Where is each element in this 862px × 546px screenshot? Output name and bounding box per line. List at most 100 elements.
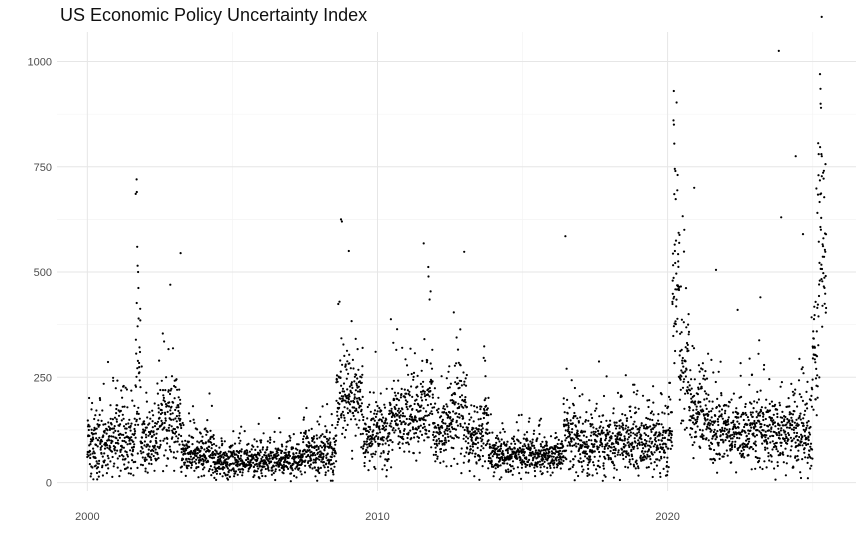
data-point (552, 455, 555, 458)
data-point (215, 472, 218, 475)
data-point (487, 439, 490, 442)
data-point (404, 396, 407, 399)
data-point (476, 411, 479, 414)
data-point (785, 462, 788, 465)
data-point (420, 369, 423, 372)
data-point (694, 400, 697, 403)
data-point (725, 449, 728, 452)
data-point (129, 472, 132, 475)
data-point (579, 453, 582, 456)
data-point (564, 449, 568, 452)
data-point (182, 423, 185, 427)
data-point (472, 420, 475, 423)
data-point (135, 418, 138, 421)
data-point (430, 382, 433, 385)
data-point (259, 441, 262, 444)
data-point (447, 435, 450, 438)
data-point (148, 411, 151, 414)
data-point (208, 449, 211, 452)
data-point (743, 425, 746, 429)
data-point (207, 460, 210, 463)
data-point (445, 403, 448, 406)
data-point (647, 434, 650, 438)
data-point (445, 441, 448, 444)
data-point (340, 416, 343, 419)
data-point (748, 383, 751, 386)
data-point (676, 173, 679, 177)
data-point (627, 436, 631, 439)
data-point (606, 429, 609, 432)
data-point (559, 467, 562, 470)
data-point (292, 453, 295, 456)
data-point (135, 301, 138, 305)
data-point (348, 362, 351, 365)
data-point (343, 390, 346, 393)
data-point (705, 392, 708, 395)
data-point (644, 455, 647, 459)
data-point (89, 443, 92, 446)
data-point (819, 146, 822, 149)
data-point (168, 424, 171, 427)
data-point (206, 430, 209, 434)
data-point (205, 457, 208, 460)
data-point (758, 457, 761, 460)
data-point (823, 286, 826, 289)
data-point (452, 311, 455, 314)
data-point (809, 399, 812, 402)
data-point (618, 431, 621, 434)
data-point (626, 438, 629, 441)
data-point (360, 402, 363, 405)
data-point (422, 407, 425, 410)
data-point (681, 215, 684, 218)
data-point (359, 398, 362, 401)
data-point (309, 466, 312, 469)
data-point (401, 408, 404, 411)
data-point (508, 446, 511, 449)
data-point (779, 385, 782, 388)
data-point (404, 399, 407, 402)
data-point (462, 417, 465, 420)
data-point (805, 390, 808, 393)
data-point (649, 458, 652, 461)
data-point (335, 374, 339, 377)
data-point (724, 439, 727, 442)
data-point (463, 434, 466, 437)
data-point (151, 420, 154, 423)
data-point (776, 450, 780, 453)
data-point (660, 423, 663, 426)
data-point (640, 422, 643, 425)
data-point (653, 468, 656, 471)
data-point (646, 444, 650, 447)
data-point (654, 440, 658, 443)
data-point (768, 402, 771, 405)
data-point (96, 445, 99, 448)
data-point (681, 356, 684, 360)
data-point (709, 419, 712, 422)
data-point (680, 348, 683, 351)
data-point (646, 453, 649, 456)
data-point (714, 380, 717, 384)
data-point (369, 410, 372, 413)
data-point (277, 465, 281, 468)
data-point (342, 382, 346, 385)
data-point (186, 460, 189, 463)
data-point (280, 456, 283, 459)
data-point (119, 423, 122, 426)
data-point (619, 419, 622, 422)
data-point (153, 433, 156, 436)
data-point (643, 458, 646, 461)
data-point (780, 216, 783, 219)
data-point (796, 455, 799, 458)
data-point (588, 460, 591, 463)
data-point (137, 317, 140, 320)
data-point (420, 396, 423, 399)
data-point (568, 433, 572, 436)
data-point (687, 333, 690, 336)
data-point (344, 363, 347, 366)
data-point (692, 347, 696, 350)
data-point (163, 437, 166, 440)
data-point (605, 444, 608, 447)
data-point (755, 434, 759, 437)
data-point (326, 403, 329, 406)
data-point (463, 398, 467, 401)
